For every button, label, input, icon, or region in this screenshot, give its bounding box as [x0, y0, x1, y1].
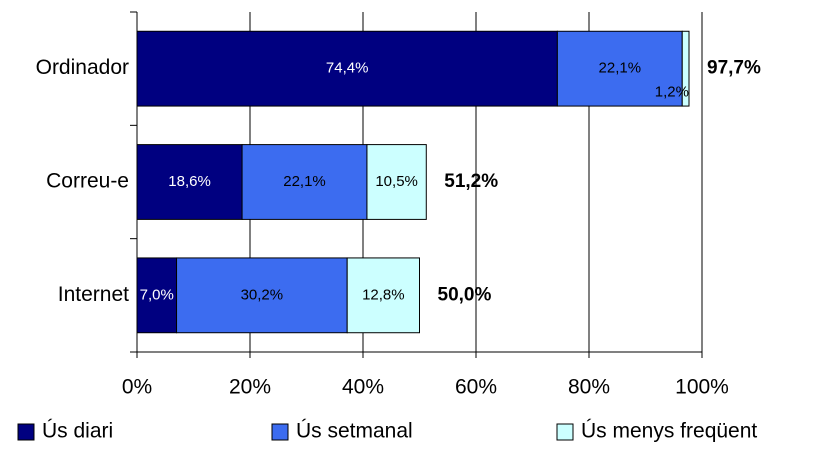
value-label: 12,8% — [362, 286, 405, 303]
legend-label: Ús setmanal — [296, 420, 413, 443]
value-label: 7,0% — [140, 286, 174, 303]
x-tick-label: 0% — [122, 376, 152, 399]
y-tick-label: Correu-e — [46, 170, 129, 193]
total-label: 97,7% — [707, 58, 761, 79]
value-label: 22,1% — [599, 60, 642, 77]
x-tick-label: 60% — [455, 376, 497, 399]
legend-swatch — [271, 423, 289, 441]
bar-segment — [136, 257, 178, 334]
legend-swatch — [17, 423, 35, 441]
bar-segment — [241, 144, 368, 220]
bar-segment — [136, 144, 243, 220]
value-label: 22,1% — [283, 173, 326, 190]
x-tick-label: 20% — [229, 376, 271, 399]
x-tick-label: 40% — [342, 376, 384, 399]
bar-segment — [681, 30, 690, 107]
value-label: 10,5% — [375, 173, 418, 190]
legend-label: Ús menys freqüent — [581, 420, 757, 443]
value-label: 1,2% — [655, 84, 689, 101]
bar-segment — [346, 257, 420, 334]
total-label: 51,2% — [444, 171, 498, 192]
legend-swatch — [556, 423, 574, 441]
y-tick-label: Ordinador — [36, 56, 129, 79]
bar-segment — [176, 257, 348, 334]
total-label: 50,0% — [438, 284, 492, 305]
bar-segment — [556, 30, 683, 107]
value-label: 74,4% — [326, 60, 369, 77]
bar-segment — [366, 144, 427, 220]
legend-label: Ús diari — [42, 420, 113, 443]
value-label: 18,6% — [168, 173, 211, 190]
value-label: 30,2% — [241, 286, 284, 303]
bar-segment — [136, 30, 558, 107]
y-tick-label: Internet — [58, 283, 129, 306]
x-tick-label: 100% — [675, 376, 729, 399]
x-tick-label: 80% — [568, 376, 610, 399]
